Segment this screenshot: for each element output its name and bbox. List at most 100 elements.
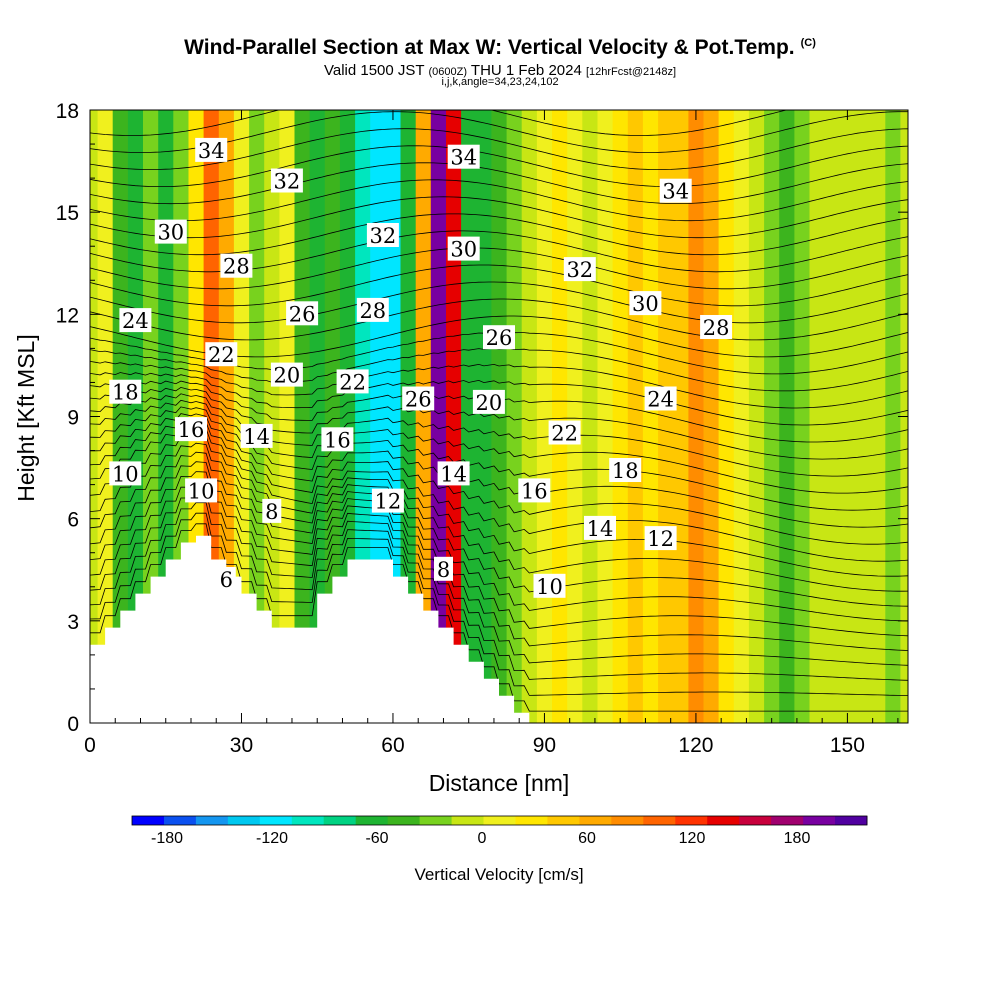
- contour-label-text: 30: [632, 292, 659, 316]
- w-column: [415, 110, 432, 723]
- contour-label: 10: [533, 573, 566, 599]
- contour-label: 20: [472, 389, 505, 415]
- y-tick-label: 3: [67, 611, 79, 634]
- theta-contour: [90, 247, 908, 290]
- y-tick-label: 0: [67, 713, 79, 736]
- contour-label: 22: [205, 342, 238, 367]
- vertical-velocity-field: [90, 110, 908, 723]
- contour-label: 26: [286, 301, 319, 326]
- contour-label-text: 22: [208, 343, 235, 367]
- colorbar-swatch: [547, 816, 580, 825]
- colorbar-swatch: [195, 816, 229, 825]
- contour-label-box: [262, 498, 282, 523]
- section-indices-text: i,j,k,angle=34,23,24,102: [441, 76, 559, 88]
- contour-label-box: [119, 308, 152, 333]
- contour-label-box: [109, 461, 142, 486]
- contour-label-text: 14: [243, 425, 270, 449]
- contour-label-box: [402, 386, 435, 411]
- contour-label: 16: [175, 417, 207, 442]
- w-column: [885, 110, 901, 723]
- colorbar-tick-label: -120: [256, 830, 288, 847]
- contour-label-text: 8: [437, 558, 450, 582]
- contour-label-box: [629, 291, 662, 316]
- w-column: [567, 110, 583, 723]
- theta-contour: [90, 179, 908, 222]
- contour-label-box: [321, 427, 354, 452]
- w-column: [506, 110, 523, 723]
- contour-label-box: [518, 478, 551, 503]
- theta-contour: [90, 406, 908, 511]
- chart-title-text: Wind-Parallel Section at Max W: Vertical…: [184, 36, 795, 59]
- contour-label-box: [584, 515, 616, 540]
- colorbar-tick-label: 0: [478, 830, 487, 847]
- contour-label: 34: [195, 137, 228, 163]
- contour-label: 28: [220, 253, 253, 279]
- colorbar-label: Vertical Velocity [cm/s]: [414, 865, 583, 884]
- theta-contour: [90, 145, 908, 187]
- contour-label-text: 20: [274, 364, 301, 388]
- colorbar-swatch: [707, 816, 740, 825]
- contour-label-text: 12: [375, 490, 402, 514]
- w-column: [703, 110, 720, 723]
- contour-label-text: 18: [612, 459, 639, 483]
- w-column: [521, 110, 538, 723]
- w-column: [642, 110, 659, 723]
- w-column: [143, 110, 159, 723]
- contour-label-text: 8: [265, 500, 278, 524]
- contour-label-text: 34: [662, 180, 689, 204]
- contour-label: 32: [270, 168, 303, 194]
- w-column: [249, 110, 265, 723]
- contour-label-text: 24: [122, 309, 149, 333]
- w-column: [279, 110, 296, 723]
- contour-label-box: [220, 253, 253, 278]
- contour-label: 8: [434, 556, 453, 582]
- valid-date: THU 1 Feb 2024: [470, 62, 582, 79]
- theta-contour: [90, 413, 908, 528]
- contour-labels: 34 32 30 28 26 24 22 20 18 16 14 10 10 8 6 22 16 32 28 26 12…: [109, 137, 733, 599]
- copyright-mark: (C): [800, 37, 816, 49]
- contour-label: 16: [321, 427, 354, 452]
- theta-contour: [90, 451, 908, 607]
- y-tick-label: 18: [56, 100, 79, 123]
- colorbar-swatch: [579, 816, 612, 825]
- theta-contour: [90, 491, 908, 666]
- contour-label-text: 26: [486, 326, 513, 350]
- w-column: [855, 110, 871, 723]
- theta-contour: [90, 213, 908, 256]
- theta-contour: [90, 442, 908, 592]
- contour-label-box: [609, 458, 642, 482]
- contour-label-box: [447, 236, 480, 261]
- colorbar-swatch: [164, 816, 197, 825]
- colorbar-swatch: [739, 816, 772, 825]
- theta-contour: [90, 110, 789, 136]
- contour-label-text: 32: [370, 224, 397, 248]
- theta-contour: [90, 419, 908, 545]
- theta-contour: [90, 162, 908, 205]
- theta-contour: [90, 434, 908, 577]
- contour-label-text: 10: [536, 575, 563, 599]
- contour-label-text: 16: [521, 479, 548, 503]
- contour-label: 8: [262, 498, 282, 524]
- contour-label-text: 24: [647, 388, 674, 412]
- contour-label-box: [175, 417, 207, 442]
- w-column: [461, 110, 477, 723]
- contour-label: 26: [402, 386, 435, 412]
- w-column: [673, 110, 689, 723]
- theta-contour: [90, 461, 908, 622]
- contour-label: 24: [119, 308, 152, 333]
- contour-label: 20: [270, 362, 303, 388]
- contour-label-text: 30: [450, 238, 477, 262]
- w-column: [552, 110, 568, 723]
- w-column: [688, 110, 705, 723]
- contour-label-box: [437, 461, 470, 486]
- contour-label: 24: [644, 386, 677, 412]
- contour-label-box: [270, 362, 303, 387]
- w-column: [839, 110, 856, 723]
- theta-contour: [90, 386, 908, 460]
- y-tick-label: 9: [67, 407, 79, 430]
- contour-label-box: [154, 219, 187, 244]
- theta-contour: [90, 393, 908, 477]
- y-axis-label: Height [Kft MSL]: [13, 334, 39, 501]
- y-tick-label: 6: [67, 509, 79, 532]
- theta-contour: [90, 481, 908, 651]
